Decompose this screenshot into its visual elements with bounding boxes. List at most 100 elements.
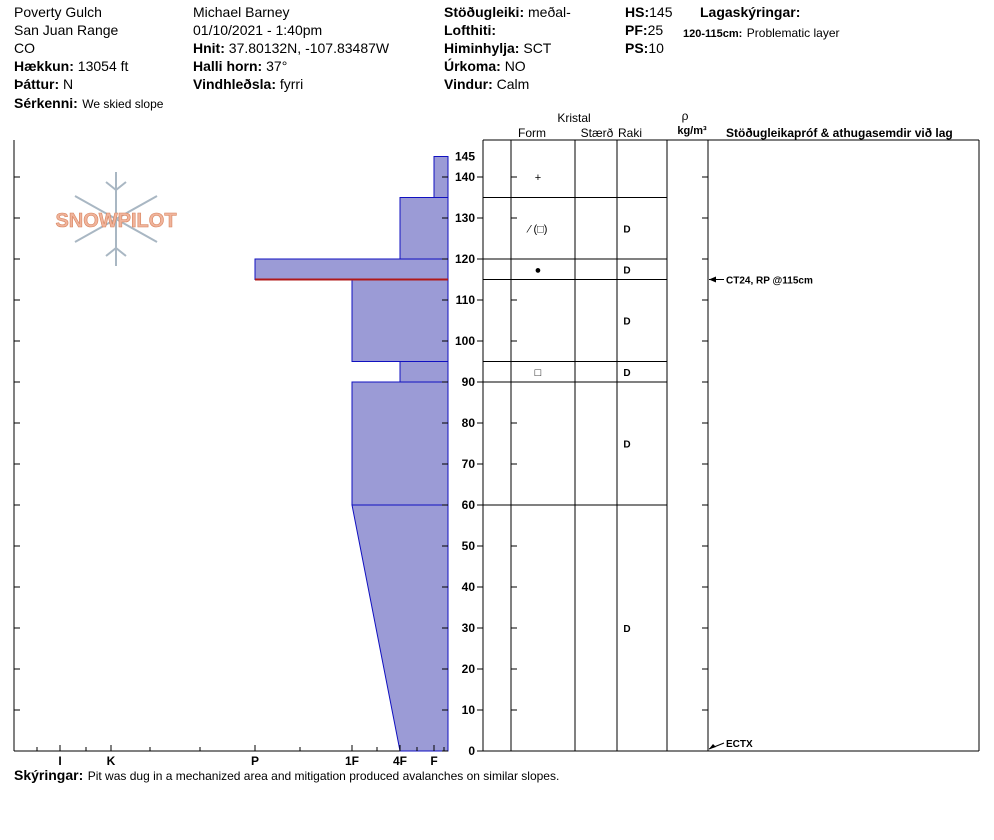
slope-label: Halli horn: — [193, 58, 263, 74]
size-header: Stærð — [581, 126, 614, 140]
layer-table-rows: + ⁄ (□) D ● D D □ D D D — [483, 172, 667, 635]
elevation-row: Hækkun: 13054 ft — [14, 58, 128, 74]
air-temp-label: Lofthiti: — [444, 22, 497, 38]
ps-value: 10 — [648, 40, 664, 56]
aspect-label: Þáttur: — [14, 76, 60, 92]
hardness-label-4F: 4F — [393, 754, 407, 768]
depth-label-145: 145 — [455, 150, 475, 164]
comments-row: Skýringar: Pit was dug in a mechanized a… — [14, 767, 559, 785]
column-headers: Kristal Form Stærð Raki ρ kg/m³ Stöðugle… — [518, 109, 953, 140]
slope-value: 37° — [266, 58, 288, 74]
observation-datetime: 01/10/2021 - 1:40pm — [193, 22, 323, 38]
layer-form-4: □ — [535, 367, 542, 379]
depth-label-110: 110 — [456, 293, 476, 307]
moisture-header: Raki — [618, 126, 642, 140]
hardness-axis: I K P 1F 4F F — [36, 745, 445, 768]
depth-label-90: 90 — [462, 375, 476, 389]
coords-label: Hnit: — [193, 40, 225, 56]
pf-label: PF: — [625, 22, 648, 38]
hardness-layer-3 — [351, 279, 449, 362]
hs-row: HS:145 — [625, 4, 672, 20]
snowflake-icon — [74, 172, 158, 266]
hardness-layer-2 — [254, 258, 449, 280]
layer-form-1: ⁄ (□) — [526, 223, 548, 235]
layer-legend-row: 120-115cm: Problematic layer — [683, 24, 839, 42]
form-header: Form — [518, 126, 546, 140]
comments-label: Skýringar: — [14, 767, 84, 783]
layer-legend-title: Lagaskýringar: — [700, 4, 801, 20]
depth-label-20: 20 — [462, 662, 476, 676]
hardness-label-I: I — [58, 754, 61, 768]
hardness-layer-5 — [351, 381, 449, 506]
layer-moisture-5: D — [623, 440, 630, 451]
hardness-layers — [254, 156, 449, 752]
depth-label-40: 40 — [462, 580, 476, 594]
depth-label-80: 80 — [462, 416, 476, 430]
depth-label-70: 70 — [462, 457, 476, 471]
coords-value: 37.80132N, -107.83487W — [228, 40, 390, 56]
wind-loading-label: Vindhleðsla: — [193, 76, 276, 92]
hardness-layer-1 — [399, 197, 449, 260]
hardness-label-K: K — [107, 754, 116, 768]
location-name: Poverty Gulch — [14, 4, 102, 20]
hs-value: 145 — [649, 4, 673, 20]
snowpilot-logo: SNOWPILOT — [55, 172, 177, 266]
precip-value: NO — [504, 58, 526, 74]
aspect-row: Þáttur: N — [14, 76, 73, 92]
stability-value: meðal- — [528, 4, 571, 20]
left-axis-ticks — [14, 176, 448, 752]
hardness-layer-4 — [399, 361, 449, 383]
depth-label-140: 140 — [455, 170, 475, 184]
test-arrowhead-1 — [709, 744, 716, 749]
layer-moisture-1: D — [623, 224, 630, 235]
comments-text: Pit was dug in a mechanized area and mit… — [87, 769, 560, 783]
precip-row: Úrkoma: NO — [444, 58, 526, 74]
layer-moisture-3: D — [623, 317, 630, 328]
observer-name: Michael Barney — [193, 4, 290, 20]
state: CO — [14, 40, 35, 56]
layer-legend-text: Problematic layer — [746, 26, 840, 40]
ps-label: PS: — [625, 40, 649, 56]
depth-label-60: 60 — [462, 498, 476, 512]
hs-label: HS: — [625, 4, 650, 20]
coords-row: Hnit: 37.80132N, -107.83487W — [193, 40, 389, 56]
stability-row: Stöðugleiki: meðal- — [444, 4, 571, 20]
depth-label-50: 50 — [462, 539, 476, 553]
features-row: Sérkenni: We skied slope — [14, 95, 163, 113]
layer-form-2: ● — [535, 264, 542, 276]
depth-label-0: 0 — [468, 744, 475, 758]
layer-form-0: + — [535, 172, 541, 184]
wind-label: Vindur: — [444, 76, 493, 92]
depth-label-30: 30 — [462, 621, 476, 635]
wind-value: Calm — [496, 76, 530, 92]
pf-row: PF:25 — [625, 22, 663, 38]
crystal-header: Kristal — [557, 111, 590, 125]
test-arrowhead-0 — [709, 276, 716, 283]
precip-label: Úrkoma: — [444, 58, 501, 74]
pf-value: 25 — [647, 22, 664, 38]
tests-header: Stöðugleikapróf & athugasemdir við lag — [726, 126, 953, 140]
rho-header: ρ — [682, 109, 689, 123]
depth-label-10: 10 — [462, 703, 476, 717]
slope-row: Halli horn: 37° — [193, 58, 287, 74]
hardness-layer-6 — [351, 504, 449, 752]
elevation-value: 13054 ft — [77, 58, 129, 74]
layer-table-frame — [482, 139, 980, 752]
layer-moisture-6: D — [623, 624, 630, 635]
depth-label-120: 120 — [455, 252, 475, 266]
features-label: Sérkenni: — [14, 95, 78, 111]
layer-moisture-4: D — [623, 368, 630, 379]
logo-text: SNOWPILOT — [55, 210, 176, 232]
mountain-range: San Juan Range — [14, 22, 119, 38]
density-unit-header: kg/m³ — [677, 125, 707, 137]
wind-loading-value: fyrri — [279, 76, 304, 92]
test-label-0: CT24, RP @115cm — [726, 276, 813, 287]
layer-moisture-2: D — [623, 265, 630, 276]
sky-label: Himinhylja: — [444, 40, 520, 56]
stability-label: Stöðugleiki: — [444, 4, 525, 20]
test-label-1: ECTX — [726, 739, 753, 750]
air-temp-row: Lofthiti: — [444, 22, 496, 38]
ps-row: PS:10 — [625, 40, 664, 56]
depth-label-130: 130 — [455, 211, 475, 225]
